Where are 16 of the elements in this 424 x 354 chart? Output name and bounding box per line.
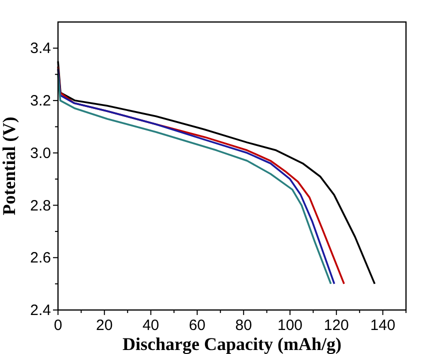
x-tick-label: 80 bbox=[235, 317, 252, 334]
y-tick-label: 2.4 bbox=[30, 302, 51, 319]
y-tick-label: 2.6 bbox=[30, 250, 51, 267]
x-tick-label: 140 bbox=[370, 317, 396, 334]
y-tick-label: 3.0 bbox=[30, 144, 51, 162]
y-axis-title: Potential (V) bbox=[0, 116, 19, 216]
x-tick-label: 100 bbox=[277, 317, 303, 334]
y-tick-label: 2.8 bbox=[30, 197, 51, 214]
y-tick-label: 3.4 bbox=[30, 40, 51, 58]
x-tick-label: 40 bbox=[142, 317, 160, 334]
y-tick-label: 3.2 bbox=[30, 92, 51, 110]
x-tick-label: 60 bbox=[188, 317, 206, 334]
x-tick-label: 20 bbox=[96, 317, 113, 334]
x-tick-label: 120 bbox=[324, 317, 349, 334]
x-tick-label: 0 bbox=[54, 317, 62, 334]
x-axis-title: Discharge Capacity (mAh/g) bbox=[122, 334, 342, 354]
